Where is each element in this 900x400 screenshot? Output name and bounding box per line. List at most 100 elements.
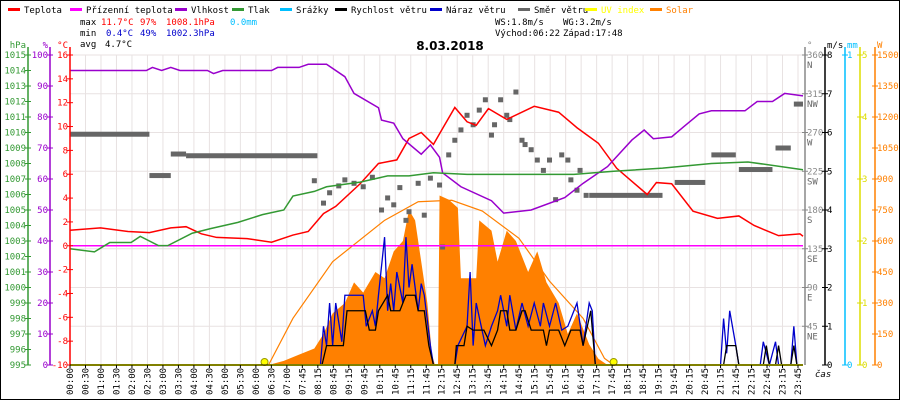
wind-speed-tick-label: 7 <box>827 90 832 100</box>
legend-label: Směr větru <box>534 6 588 16</box>
solar-tick-label: 300 <box>877 299 893 309</box>
pressure-tick-label: 1007 <box>4 175 26 185</box>
compass-label: NE <box>807 332 818 342</box>
humidity-tick-label: 60 <box>37 175 48 185</box>
legend-swatch-2 <box>175 8 187 11</box>
temperature-unit-label: °C <box>57 41 68 51</box>
stats-min-pressure: 1002.3hPa <box>166 29 215 39</box>
stats-max-label: max <box>80 18 97 28</box>
series-teplota-line <box>69 105 804 243</box>
x-tick-label: 20:45 <box>701 368 711 395</box>
x-tick-label: 05:30 <box>236 368 246 395</box>
wind-direction-run <box>775 145 791 151</box>
temperature-tick-label: 4 <box>63 194 68 204</box>
x-tick-label: 17:15 <box>593 368 603 395</box>
uv-tick-label: 3 <box>862 175 867 185</box>
rain-tick-label: 1 <box>847 51 852 61</box>
wind-direction-point <box>458 127 464 133</box>
x-tick-label: 13:15 <box>469 368 479 395</box>
wind-direction-run <box>589 192 663 198</box>
stats-avg-label: avg <box>80 40 96 50</box>
stats-max-humidity: 97% <box>140 18 157 28</box>
x-tick-label: 23:15 <box>779 368 789 395</box>
stats-max-rain: 0.0mm <box>230 18 257 28</box>
pressure-tick-label: 995 <box>10 361 26 371</box>
wind-direction-point <box>406 209 412 215</box>
compass-label: N <box>807 61 812 71</box>
x-tick-label: 12:45 <box>453 368 463 395</box>
wind-direction-point <box>437 182 443 188</box>
wind-direction-point <box>379 207 385 213</box>
direction-tick-label: 270 <box>807 129 823 139</box>
x-tick-label: 05:00 <box>221 368 231 395</box>
solar-tick-label: 450 <box>877 268 893 278</box>
x-tick-label: 02:30 <box>143 368 153 395</box>
solar-actual-area <box>268 195 608 365</box>
wind-direction-point <box>528 147 534 153</box>
pressure-tick-label: 1013 <box>4 82 26 92</box>
temperature-tick-label: 10 <box>57 123 68 133</box>
wind-direction-run <box>70 131 150 137</box>
compass-label: E <box>807 294 812 304</box>
x-axis-label: čas <box>815 369 831 380</box>
humidity-tick-label: 50 <box>37 206 48 216</box>
pressure-tick-label: 1004 <box>4 222 26 232</box>
x-tick-label: 19:15 <box>655 368 665 395</box>
wind-direction-point <box>498 97 504 103</box>
humidity-tick-label: 40 <box>37 237 48 247</box>
wind-direction-point <box>415 180 421 186</box>
stats-min-temp: 0.4°C <box>106 29 133 39</box>
direction-tick-label: 180 <box>807 206 823 216</box>
legend-swatch-4 <box>280 8 292 11</box>
wind-direction-point <box>513 89 519 95</box>
wind-direction-run <box>793 101 803 107</box>
x-tick-label: 01:00 <box>97 368 107 395</box>
x-tick-label: 03:30 <box>174 368 184 395</box>
temperature-tick-label: 12 <box>57 99 68 109</box>
humidity-tick-label: 70 <box>37 144 48 154</box>
temperature-tick-label: -8 <box>57 337 68 347</box>
x-tick-label: 07:00 <box>283 368 293 395</box>
legend-label: Náraz větru <box>446 6 506 16</box>
stats-wind-gust: WG:3.2m/s <box>563 18 612 28</box>
legend-label: Rychlost větru <box>351 6 427 16</box>
x-tick-label: 21:15 <box>717 368 727 395</box>
pressure-tick-label: 1009 <box>4 144 26 154</box>
temperature-tick-label: -6 <box>57 313 68 323</box>
solar-tick-label: 1500 <box>877 51 899 61</box>
direction-tick-label: 225 <box>807 167 823 177</box>
wind-direction-point <box>577 167 583 173</box>
wind-direction-point <box>452 137 458 143</box>
legend-swatch-1 <box>70 8 82 11</box>
solar-tick-label: 150 <box>877 330 893 340</box>
compass-label: W <box>807 139 813 149</box>
wind-direction-point <box>553 197 559 203</box>
x-tick-label: 14:45 <box>515 368 525 395</box>
wind-direction-point <box>391 202 397 208</box>
wind-direction-point <box>519 137 525 143</box>
x-tick-label: 06:00 <box>252 368 262 395</box>
x-tick-label: 00:00 <box>66 368 76 395</box>
wind-direction-run <box>674 179 706 185</box>
wind-direction-point <box>403 217 409 223</box>
pressure-tick-label: 1014 <box>4 67 26 77</box>
solar-tick-label: 0 <box>877 361 882 371</box>
uv-tick-label: 0 <box>862 361 867 371</box>
x-tick-label: 13:45 <box>484 368 494 395</box>
legend-label: Vlhkost <box>191 6 229 16</box>
solar-tick-label: 750 <box>877 206 893 216</box>
wind-direction-point <box>320 200 326 206</box>
uv-tick-label: 4 <box>862 113 867 123</box>
solar-tick-label: 1050 <box>877 144 899 154</box>
direction-tick-label: 360 <box>807 51 823 61</box>
legend: Teplota Přízenní teplota Vlhkost Tlak Srážky… <box>8 6 694 16</box>
wind-direction-point <box>327 190 333 196</box>
wind-speed-tick-label: 1 <box>827 322 832 332</box>
wind-direction-point <box>369 174 375 180</box>
humidity-tick-label: 0 <box>43 361 48 371</box>
pressure-tick-label: 1010 <box>4 129 26 139</box>
wind-direction-run <box>170 151 187 157</box>
pressure-tick-label: 1003 <box>4 237 26 247</box>
wind-direction-point <box>385 195 391 201</box>
x-tick-label: 17:45 <box>608 368 618 395</box>
